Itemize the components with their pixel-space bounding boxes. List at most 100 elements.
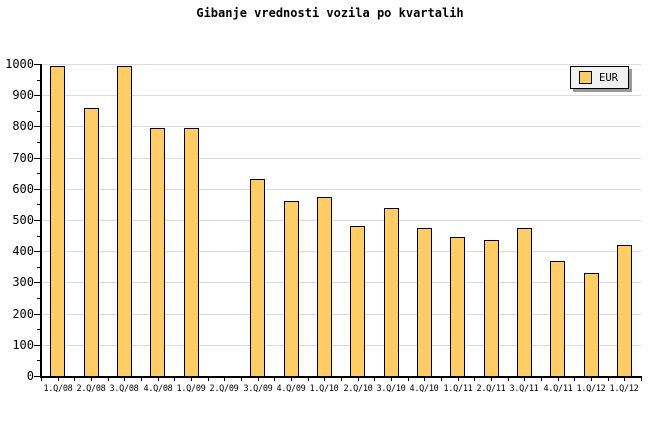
x-axis-label: 2.Q/11 (476, 384, 506, 394)
x-tick (591, 378, 592, 381)
x-tick (458, 378, 459, 381)
bar (317, 197, 332, 376)
y-axis-label: 900 (12, 88, 34, 102)
bar (550, 261, 565, 376)
x-tick (374, 378, 375, 381)
bar (84, 108, 99, 376)
x-axis-label: 3.Q/09 (243, 384, 273, 394)
y-minor-tick (37, 111, 40, 112)
bar (517, 228, 532, 376)
x-tick (58, 378, 59, 381)
y-axis-label: 0 (26, 369, 34, 383)
y-major-tick (34, 126, 40, 127)
x-axis-label: 3.Q/11 (509, 384, 539, 394)
y-minor-tick (37, 360, 40, 361)
y-axis-line (40, 64, 42, 378)
x-tick (558, 378, 559, 381)
bar (384, 208, 399, 376)
y-gridline (41, 158, 641, 159)
x-axis-label: 4.Q/09 (276, 384, 306, 394)
y-major-tick (34, 95, 40, 96)
x-tick (524, 378, 525, 381)
y-axis-label: 600 (12, 182, 34, 196)
bar (617, 245, 632, 376)
x-axis-label: 3.Q/08 (109, 384, 139, 394)
x-tick (208, 378, 209, 381)
y-axis-label: 500 (12, 213, 34, 227)
y-gridline (41, 95, 641, 96)
legend: EUR (570, 66, 629, 89)
x-tick (474, 378, 475, 381)
y-minor-tick (37, 80, 40, 81)
bar (484, 240, 499, 376)
y-major-tick (34, 158, 40, 159)
y-major-tick (34, 251, 40, 252)
y-major-tick (34, 314, 40, 315)
x-tick (574, 378, 575, 381)
y-axis-label: 800 (12, 119, 34, 133)
x-tick (408, 378, 409, 381)
bar (450, 237, 465, 376)
x-tick (74, 378, 75, 381)
y-minor-tick (37, 142, 40, 143)
x-tick (641, 378, 642, 381)
x-axis-label: 1.Q/10 (309, 384, 339, 394)
legend-label: EUR (599, 71, 618, 84)
x-tick (424, 378, 425, 381)
x-tick (291, 378, 292, 381)
y-gridline (41, 345, 641, 346)
y-major-tick (34, 189, 40, 190)
bar (117, 66, 132, 376)
chart-title: Gibanje vrednosti vozila po kvartalih (196, 6, 464, 20)
x-axis-line (40, 376, 642, 378)
x-axis-label: 2.Q/08 (76, 384, 106, 394)
x-tick (541, 378, 542, 381)
x-tick (274, 378, 275, 381)
y-axis-label: 200 (12, 307, 34, 321)
x-tick (358, 378, 359, 381)
x-axis-label: 1.Q/11 (443, 384, 473, 394)
x-tick (341, 378, 342, 381)
x-axis-label: 2.Q/09 (209, 384, 239, 394)
y-minor-tick (37, 204, 40, 205)
x-axis-label: 4.Q/11 (543, 384, 573, 394)
x-tick (441, 378, 442, 381)
x-tick (308, 378, 309, 381)
y-gridline (41, 314, 641, 315)
x-tick (108, 378, 109, 381)
x-tick (508, 378, 509, 381)
x-axis-label: 1.Q/12 (576, 384, 606, 394)
y-minor-tick (37, 267, 40, 268)
x-tick (158, 378, 159, 381)
bar (50, 66, 65, 376)
x-tick (91, 378, 92, 381)
bar (417, 228, 432, 376)
x-tick (191, 378, 192, 381)
y-gridline (41, 64, 641, 65)
x-tick (491, 378, 492, 381)
x-axis-label: 2.Q/10 (343, 384, 373, 394)
y-minor-tick (37, 329, 40, 330)
x-tick (258, 378, 259, 381)
bar (184, 128, 199, 376)
y-axis-label: 400 (12, 244, 34, 258)
legend-swatch-icon (579, 71, 592, 84)
y-major-tick (34, 345, 40, 346)
y-major-tick (34, 64, 40, 65)
y-major-tick (34, 282, 40, 283)
y-gridline (41, 126, 641, 127)
x-tick (241, 378, 242, 381)
y-axis-label: 300 (12, 275, 34, 289)
x-axis-label: 1.Q/12 (609, 384, 639, 394)
x-tick (141, 378, 142, 381)
y-axis-label: 100 (12, 338, 34, 352)
y-axis-label: 1000 (5, 57, 34, 71)
y-gridline (41, 251, 641, 252)
x-axis-label: 4.Q/08 (143, 384, 173, 394)
x-tick (391, 378, 392, 381)
bar (150, 128, 165, 376)
y-major-tick (34, 376, 40, 377)
bar (350, 226, 365, 376)
x-axis-label: 1.Q/08 (43, 384, 73, 394)
